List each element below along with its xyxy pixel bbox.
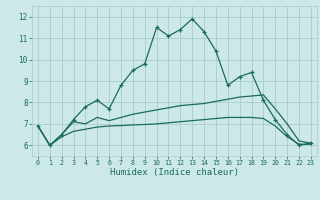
X-axis label: Humidex (Indice chaleur): Humidex (Indice chaleur) [110,168,239,177]
